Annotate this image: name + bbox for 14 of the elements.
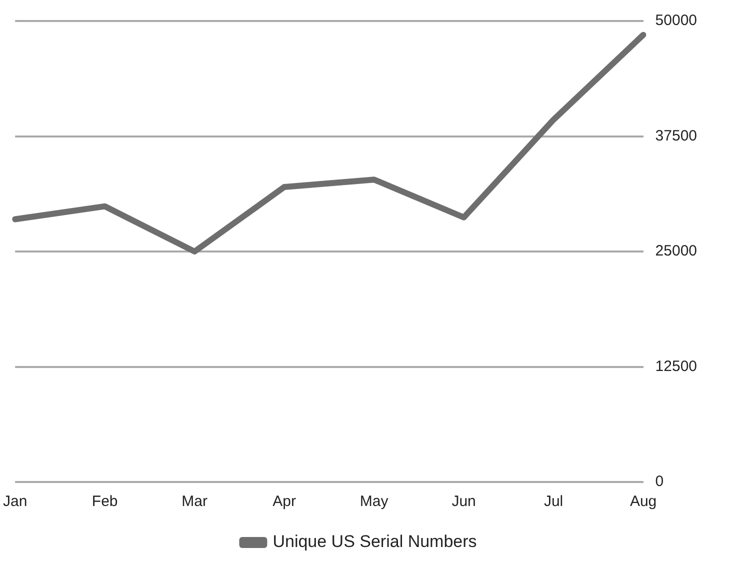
y-tick-label: 0 bbox=[655, 473, 664, 490]
legend-label: Unique US Serial Numbers bbox=[272, 532, 477, 552]
x-tick-label: May bbox=[360, 493, 389, 510]
y-tick-label: 37500 bbox=[655, 127, 698, 144]
y-tick-label: 12500 bbox=[655, 358, 698, 375]
y-tick-label: 50000 bbox=[655, 12, 698, 30]
x-tick-label: Aug bbox=[630, 493, 657, 510]
y-tick-label: 25000 bbox=[655, 242, 698, 260]
x-tick-label: Mar bbox=[182, 493, 208, 510]
x-tick-label: Jun bbox=[452, 493, 476, 510]
x-tick-label: Apr bbox=[272, 493, 296, 510]
x-tick-label: Jan bbox=[3, 493, 28, 510]
x-tick-label: Feb bbox=[92, 493, 118, 510]
x-tick-label: Jul bbox=[544, 493, 564, 510]
